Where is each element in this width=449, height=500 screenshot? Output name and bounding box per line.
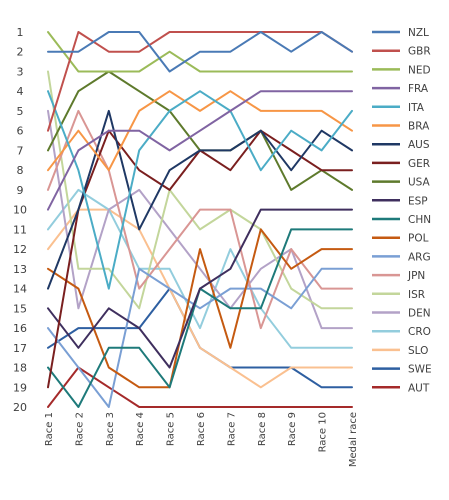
legend-item-swe: SWE	[372, 364, 432, 376]
legend-label: CHN	[408, 214, 431, 226]
series-lines	[47, 31, 353, 408]
legend-label: SWE	[408, 364, 432, 376]
legend-item-esp: ESP	[372, 195, 428, 207]
legend-item-usa: USA	[372, 177, 431, 189]
legend-item-nzl: NZL	[372, 27, 429, 39]
x-tick-label: Race 10	[318, 412, 329, 452]
legend-label: JPN	[407, 270, 425, 282]
x-tick-label: Race 4	[135, 412, 146, 446]
legend-item-gbr: GBR	[372, 46, 431, 58]
y-tick-label: 5	[17, 105, 24, 118]
legend-item-ned: NED	[372, 64, 431, 76]
x-tick-label: Race 5	[166, 412, 177, 446]
legend-label: DEN	[408, 308, 431, 320]
legend-label: FRA	[408, 83, 429, 95]
series-line-arg	[47, 267, 353, 408]
x-tick-label: Race 9	[287, 412, 298, 446]
y-tick-label: 18	[13, 362, 27, 375]
y-tick-label: 1	[17, 26, 24, 39]
series-line-swe	[47, 287, 353, 389]
x-axis: Race 1 Race 2 Race 3 Race 4 Race 5 Race 6 Race…	[44, 412, 359, 467]
series-line-bra	[47, 90, 353, 172]
y-tick-label: 10	[13, 204, 27, 217]
series-line-jpn	[47, 109, 353, 330]
legend-item-isr: ISR	[372, 289, 425, 301]
legend-item-aut: AUT	[372, 382, 430, 394]
legend-item-aus: AUS	[372, 139, 430, 151]
y-tick-label: 9	[17, 184, 24, 197]
legend-item-cro: CRO	[372, 326, 431, 338]
series-line-fra	[47, 90, 353, 211]
legend-label: ESP	[408, 195, 428, 207]
x-tick-label: Race 7	[226, 412, 237, 446]
series-line-aus	[47, 109, 353, 290]
legend-item-arg: ARG	[372, 251, 431, 263]
legend-item-fra: FRA	[372, 83, 429, 95]
legend-label: POL	[408, 233, 429, 245]
legend-label: GER	[408, 158, 430, 170]
legend-label: SLO	[408, 345, 428, 357]
legend-label: AUT	[408, 382, 430, 394]
series-line-ita	[47, 90, 353, 290]
x-tick-label: Race 1	[44, 412, 55, 446]
y-tick-label: 12	[13, 243, 27, 256]
x-tick-label: Race 2	[74, 412, 85, 446]
y-tick-label: 19	[13, 381, 27, 394]
series-line-den	[47, 109, 353, 330]
legend-item-bra: BRA	[372, 121, 430, 133]
legend-label: ISR	[408, 289, 425, 301]
legend-label: NED	[408, 64, 431, 76]
legend: NZL GBR NED FRA ITA BRA AUS GER USA ESP CHN POL ARG J…	[372, 27, 432, 394]
legend-item-ger: GER	[372, 158, 430, 170]
x-tick-label: Race 8	[257, 412, 268, 446]
y-tick-label: 16	[13, 322, 27, 335]
legend-label: BRA	[408, 121, 430, 133]
series-line-pol	[47, 228, 353, 389]
legend-label: USA	[408, 177, 431, 189]
legend-item-chn: CHN	[372, 214, 431, 226]
legend-item-pol: POL	[372, 233, 429, 245]
legend-item-jpn: JPN	[372, 270, 425, 282]
series-line-esp	[47, 208, 353, 369]
legend-label: GBR	[408, 46, 431, 58]
legend-label: CRO	[408, 326, 431, 338]
y-tick-label: 14	[13, 283, 27, 296]
series-line-aut	[47, 366, 353, 408]
y-tick-label: 7	[17, 144, 24, 157]
legend-label: NZL	[408, 27, 429, 39]
y-tick-label: 11	[13, 223, 27, 236]
x-tick-label: Medal race	[348, 412, 359, 467]
legend-label: ARG	[408, 251, 431, 263]
legend-label: ITA	[408, 102, 425, 114]
y-tick-label: 2	[17, 46, 24, 59]
x-tick-label: Race 3	[105, 412, 116, 446]
series-line-isr	[47, 70, 353, 310]
y-tick-label: 20	[13, 401, 27, 414]
legend-label: AUS	[408, 139, 430, 151]
series-line-slo	[47, 208, 353, 389]
legend-item-slo: SLO	[372, 345, 428, 357]
y-tick-label: 4	[17, 85, 24, 98]
series-line-nzl	[47, 31, 353, 73]
legend-item-ita: ITA	[372, 102, 425, 114]
y-tick-label: 15	[13, 302, 27, 315]
y-tick-label: 6	[17, 125, 24, 138]
y-tick-label: 3	[17, 65, 24, 78]
series-line-gbr	[47, 31, 353, 132]
x-tick-label: Race 6	[196, 412, 207, 446]
y-tick-label: 8	[17, 164, 24, 177]
series-line-ned	[47, 31, 353, 73]
y-tick-label: 13	[13, 263, 27, 276]
legend-item-den: DEN	[372, 308, 431, 320]
series-line-cro	[47, 188, 353, 349]
y-tick-label: 17	[13, 342, 27, 355]
